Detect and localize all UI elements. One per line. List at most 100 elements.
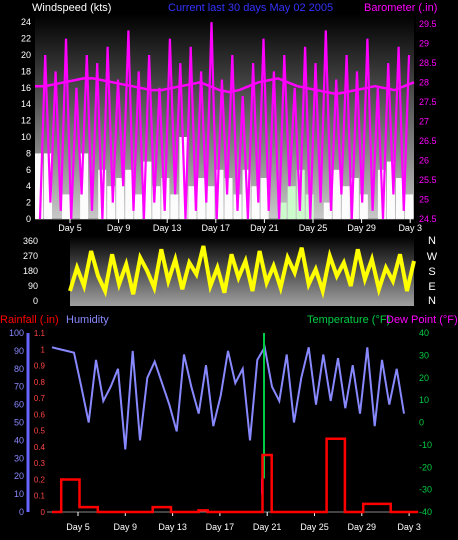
barometer-y-tick-label: 29.5 [419, 19, 437, 29]
barometer-y-tick-label: 26 [419, 155, 429, 165]
rain-y-tick-label: 0 [41, 508, 46, 517]
gust-bar [80, 153, 89, 219]
rain-x-tick-label: Day 21 [253, 522, 282, 532]
gust-bar [35, 153, 44, 219]
rain-x-tick-label: Day 9 [114, 522, 138, 532]
gust-bar [197, 178, 206, 219]
gust-bar [62, 194, 71, 219]
wind-y-tick-label: 12 [21, 116, 31, 126]
gust-bar [125, 169, 134, 219]
compass-label: E [428, 281, 435, 293]
barometer-y-tick-label: 24.5 [419, 214, 437, 224]
wind-x-tick-label: Day 21 [250, 223, 279, 233]
temperature-y-tick-label: -20 [419, 462, 432, 472]
rain-y-tick-label: 0.3 [34, 459, 46, 468]
barometer-y-tick-label: 25.5 [419, 175, 437, 185]
humidity-y-tick-label: 0 [19, 507, 24, 517]
temperature-y-tick-label: -40 [419, 507, 432, 517]
rain-x-tick-label: Day 5 [66, 522, 90, 532]
humidity-y-tick-label: 20 [14, 471, 24, 481]
humidity-y-tick-label: 30 [14, 453, 24, 463]
gust-bar [44, 153, 53, 219]
temperature-y-tick-label: 0 [419, 418, 424, 428]
wind-y-tick-label: 10 [21, 132, 31, 142]
wind-y-tick-label: 18 [21, 66, 31, 76]
wind-y-tick-label: 22 [21, 34, 31, 44]
rain-y-tick-label: 0.1 [34, 492, 46, 501]
gust-bar [224, 178, 233, 219]
gust-bar [332, 169, 341, 219]
temperature-y-tick-label: 40 [419, 328, 429, 338]
humidity-line [51, 344, 405, 450]
gust-bar [359, 194, 368, 219]
humidity-y-tick-label: 80 [14, 364, 24, 374]
rain-y-tick-label: 1.1 [34, 329, 46, 338]
gust-bar [116, 178, 125, 219]
rain-x-tick-label: Day 17 [206, 522, 235, 532]
gust-bar [323, 202, 332, 219]
compass-label: S [428, 266, 435, 278]
wind-x-tick-label: Day 9 [107, 223, 131, 233]
humidity-y-tick-label: 90 [14, 346, 24, 356]
rain-y-tick-label: 0.8 [34, 378, 46, 387]
gust-bar [386, 161, 395, 219]
rainfall-axis-label: Rainfall (.in) [0, 314, 59, 326]
direction-y-tick-label: 270 [23, 251, 38, 261]
rainfall-line [52, 437, 419, 514]
gust-bar [143, 161, 152, 219]
wind-y-tick-label: 20 [21, 50, 31, 60]
compass-label: N [428, 235, 436, 247]
rain-y-tick-label: 1 [41, 345, 46, 354]
temperature-y-tick-label: 20 [419, 373, 429, 383]
rain-y-tick-label: 0.9 [34, 362, 46, 371]
barometer-y-tick-label: 28 [419, 77, 429, 87]
wind-x-tick-label: Day 17 [202, 223, 231, 233]
temperature-axis-label: Temperature (°F) [307, 314, 390, 326]
barometer-y-tick-label: 27 [419, 116, 429, 126]
barometer-y-tick-label: 27.5 [419, 97, 437, 107]
temperature-y-tick-label: 10 [419, 395, 429, 405]
gust-bar [215, 169, 224, 219]
barometer-y-tick-label: 28.5 [419, 58, 437, 68]
barometer-line [35, 77, 415, 96]
wind-x-tick-label: Day 29 [347, 223, 376, 233]
direction-y-tick-label: 0 [33, 296, 38, 306]
wind-y-tick-label: 16 [21, 83, 31, 93]
rain-x-tick-label: Day 29 [348, 522, 377, 532]
gust-bar [404, 194, 413, 219]
rain-x-tick-label: Day 25 [300, 522, 329, 532]
rain-y-tick-label: 0.5 [34, 427, 46, 436]
gust-bar [260, 178, 269, 219]
rain-x-tick-label: Day 3 [397, 522, 421, 532]
wind-direction-line [68, 245, 416, 299]
rain-y-tick-label: 0.6 [34, 410, 46, 419]
temperature-y-tick-label: -30 [419, 485, 432, 495]
humidity-axis-label: Humidity [66, 314, 109, 326]
humidity-y-tick-label: 40 [14, 435, 24, 445]
humidity-y-tick-label: 50 [14, 418, 24, 428]
direction-y-tick-label: 90 [28, 281, 38, 291]
gust-bar [395, 178, 404, 219]
compass-label: W [427, 251, 438, 263]
rain-x-tick-label: Day 13 [158, 522, 187, 532]
humidity-y-tick-label: 100 [9, 328, 24, 338]
barometer-y-tick-label: 29 [419, 38, 429, 48]
wind-y-tick-label: 4 [26, 181, 31, 191]
humidity-y-tick-label: 60 [14, 400, 24, 410]
gust-bar [134, 194, 143, 219]
gust-bar [278, 202, 287, 219]
barometer-y-tick-label: 25 [419, 194, 429, 204]
wind-y-tick-label: 14 [21, 99, 31, 109]
wind-y-tick-label: 24 [21, 17, 31, 27]
gust-bar [107, 186, 116, 219]
humidity-y-tick-label: 10 [14, 489, 24, 499]
chart-title: Current last 30 days May 02 2005 [168, 2, 333, 14]
direction-y-tick-label: 180 [23, 266, 38, 276]
windspeed-axis-label: Windspeed (kts) [32, 2, 111, 14]
temperature-y-tick-label: -10 [419, 440, 432, 450]
humidity-y-tick-label: 70 [14, 382, 24, 392]
wind-y-tick-label: 6 [26, 165, 31, 175]
wind-y-tick-label: 8 [26, 148, 31, 158]
